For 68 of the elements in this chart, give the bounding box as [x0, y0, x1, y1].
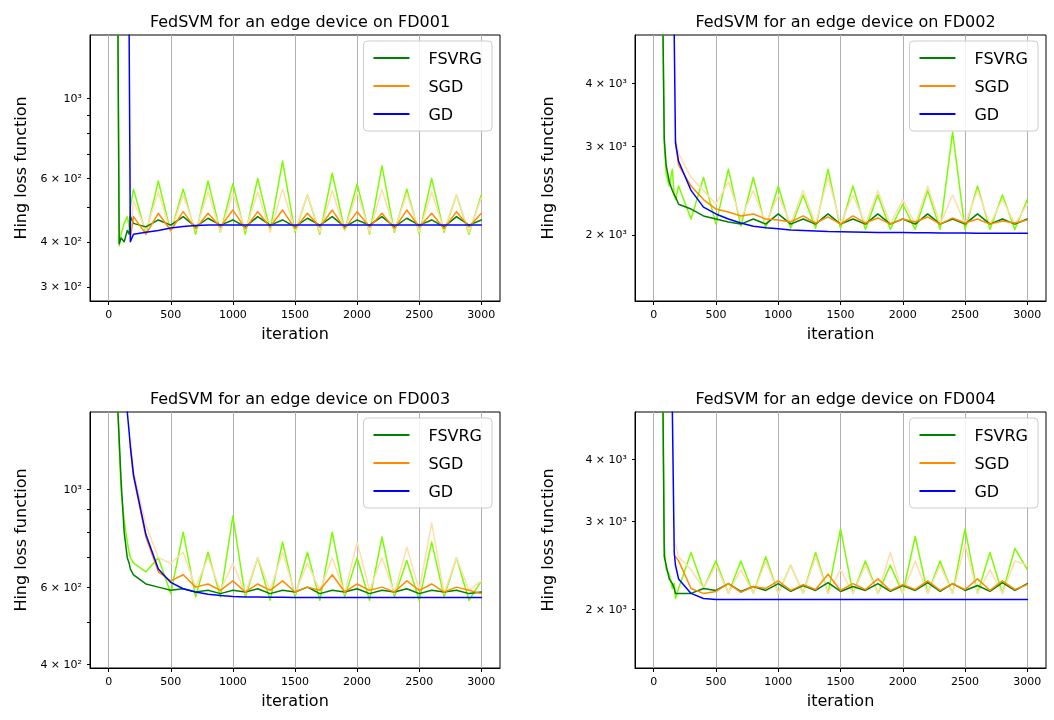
legend-label: SGD — [428, 76, 464, 96]
x-axis-title: iteration — [261, 323, 329, 343]
x-tick-label: 3000 — [467, 308, 496, 321]
x-tick-label: 500 — [705, 675, 727, 688]
x-tick-label: 1000 — [218, 308, 247, 321]
x-tick-label: 1500 — [826, 675, 855, 688]
y-axis-title: Hing loss function — [537, 96, 557, 240]
x-tick-label: 2000 — [888, 308, 917, 321]
x-tick-label: 0 — [650, 308, 658, 321]
legend-label: SGD — [974, 76, 1010, 96]
x-tick-label: 3000 — [1013, 675, 1042, 688]
y-tick-label: 2 × 10³ — [585, 602, 627, 616]
legend-label: GD — [428, 481, 454, 501]
x-tick-label: 2000 — [343, 308, 372, 321]
x-tick-label: 3000 — [467, 675, 496, 688]
legend-label: SGD — [974, 453, 1010, 473]
legend-label: FSVRG — [974, 48, 1029, 68]
legend-label: FSVRG — [428, 48, 483, 68]
x-tick-label: 2500 — [951, 308, 980, 321]
x-tick-label: 2500 — [951, 675, 980, 688]
x-tick-label: 0 — [105, 675, 113, 688]
y-axis-title: Hing loss function — [10, 96, 30, 240]
chart-title: FedSVM for an edge device on FD001 — [149, 11, 451, 31]
x-tick-label: 0 — [105, 308, 113, 321]
x-axis-title: iteration — [806, 690, 875, 710]
y-tick-label: 4 × 10² — [40, 658, 82, 672]
x-tick-label: 500 — [705, 308, 727, 321]
x-tick-label: 3000 — [1013, 308, 1042, 321]
y-tick-label: 3 × 10² — [40, 280, 82, 294]
x-tick-label: 2000 — [343, 675, 372, 688]
x-tick-label: 1500 — [281, 675, 309, 688]
legend-label: GD — [974, 104, 1000, 124]
legend-label: SGD — [428, 453, 464, 473]
legend-label: GD — [428, 104, 454, 124]
x-tick-label: 500 — [160, 308, 182, 321]
x-axis-title: iteration — [261, 690, 329, 710]
x-tick-label: 2000 — [888, 675, 917, 688]
y-tick-label: 10³ — [63, 91, 82, 105]
y-axis-title: Hing loss function — [537, 468, 557, 612]
x-tick-label: 2500 — [405, 675, 434, 688]
x-tick-label: 2500 — [405, 308, 434, 321]
y-tick-label: 6 × 10² — [40, 171, 82, 185]
y-tick-label: 4 × 10³ — [585, 76, 627, 90]
y-tick-label: 6 × 10² — [40, 580, 82, 594]
y-tick-label: 4 × 10³ — [585, 453, 627, 467]
y-tick-label: 3 × 10³ — [585, 515, 627, 529]
line-series — [674, 543, 1029, 595]
y-axis-title: Hing loss function — [10, 468, 30, 612]
chart-title: FedSVM for an edge device on FD003 — [149, 388, 451, 408]
x-tick-label: 1000 — [764, 308, 793, 321]
y-tick-label: 2 × 10³ — [585, 228, 627, 242]
legend-label: GD — [974, 481, 1000, 501]
x-tick-label: 500 — [160, 675, 182, 688]
y-tick-label: 4 × 10² — [40, 235, 82, 249]
x-tick-label: 1500 — [826, 308, 855, 321]
y-tick-label: 3 × 10³ — [585, 139, 627, 153]
x-tick-label: 1000 — [764, 675, 793, 688]
chart-title: FedSVM for an edge device on FD002 — [695, 11, 996, 31]
x-tick-label: 0 — [650, 675, 658, 688]
x-axis-title: iteration — [806, 323, 875, 343]
legend-label: FSVRG — [428, 425, 483, 445]
x-tick-label: 1500 — [281, 308, 309, 321]
line-series — [129, 188, 483, 235]
legend-label: FSVRG — [974, 425, 1029, 445]
y-tick-label: 10³ — [63, 483, 82, 496]
x-tick-label: 1000 — [218, 675, 247, 688]
line-series — [674, 555, 1029, 595]
chart-title: FedSVM for an edge device on FD004 — [695, 388, 996, 408]
